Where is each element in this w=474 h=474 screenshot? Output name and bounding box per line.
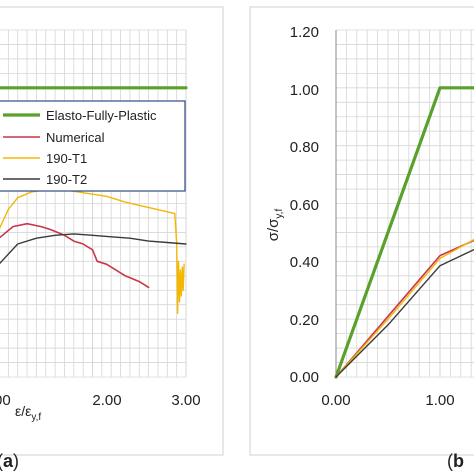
panel-a-x-tick-2: 2.00 bbox=[92, 392, 121, 409]
panel-b-y-tick-2: 0.40 bbox=[290, 254, 319, 271]
panel-label-a: (a) bbox=[0, 451, 19, 471]
legend-label-190-t2: 190-T2 bbox=[46, 172, 87, 187]
panel-label-b: (b bbox=[447, 451, 464, 471]
panel-b-x-tick-0: 0.00 bbox=[321, 392, 350, 409]
panel-b-y-tick-3: 0.60 bbox=[290, 197, 319, 214]
panel-a-legend: Elasto-Fully-Plastic Numerical 190-T1 19… bbox=[0, 100, 186, 192]
panel-b-series-group bbox=[334, 86, 474, 379]
panel-b-y-tick-5: 1.00 bbox=[290, 82, 319, 99]
series-line-190-t2 bbox=[0, 233, 187, 265]
panel-a-frame bbox=[0, 6, 224, 456]
panel-b-gridlines bbox=[335, 29, 474, 378]
panel-a-x-tick-1: 00 bbox=[0, 392, 11, 409]
panel-b-y-axis-label: σ/σy,f bbox=[265, 209, 285, 242]
legend-label-numerical: Numerical bbox=[46, 130, 105, 145]
panel-a-x-tick-labels: 00 2.00 3.00 bbox=[0, 392, 201, 409]
panel-b-y-tick-4: 0.80 bbox=[290, 139, 319, 156]
panel-b-x-tick-1: 1.00 bbox=[425, 392, 454, 409]
legend-label-elasto: Elasto-Fully-Plastic bbox=[46, 108, 157, 123]
series-line-panel-b-3 bbox=[335, 248, 474, 378]
panel-a-x-tick-3: 3.00 bbox=[171, 392, 200, 409]
panel-a-gridlines bbox=[0, 29, 187, 378]
series-line-panel-b-0 bbox=[334, 86, 474, 379]
panel-a-x-axis-label: ε/εy,f bbox=[15, 403, 41, 423]
panel-b-y-tick-6: 1.20 bbox=[290, 24, 319, 41]
legend-label-190-t1: 190-T1 bbox=[46, 151, 87, 166]
panel-b-frame bbox=[249, 6, 474, 456]
panel-b-y-tick-0: 0.00 bbox=[290, 369, 319, 386]
series-line-numerical bbox=[0, 222, 150, 289]
panel-b-y-tick-1: 0.20 bbox=[290, 312, 319, 329]
panel-b-x-tick-labels: 0.00 1.00 bbox=[321, 392, 454, 409]
series-line-panel-b-2 bbox=[335, 238, 474, 378]
panel-b-y-tick-labels: 0.00 0.20 0.40 0.60 0.80 1.00 1.20 bbox=[290, 24, 319, 386]
